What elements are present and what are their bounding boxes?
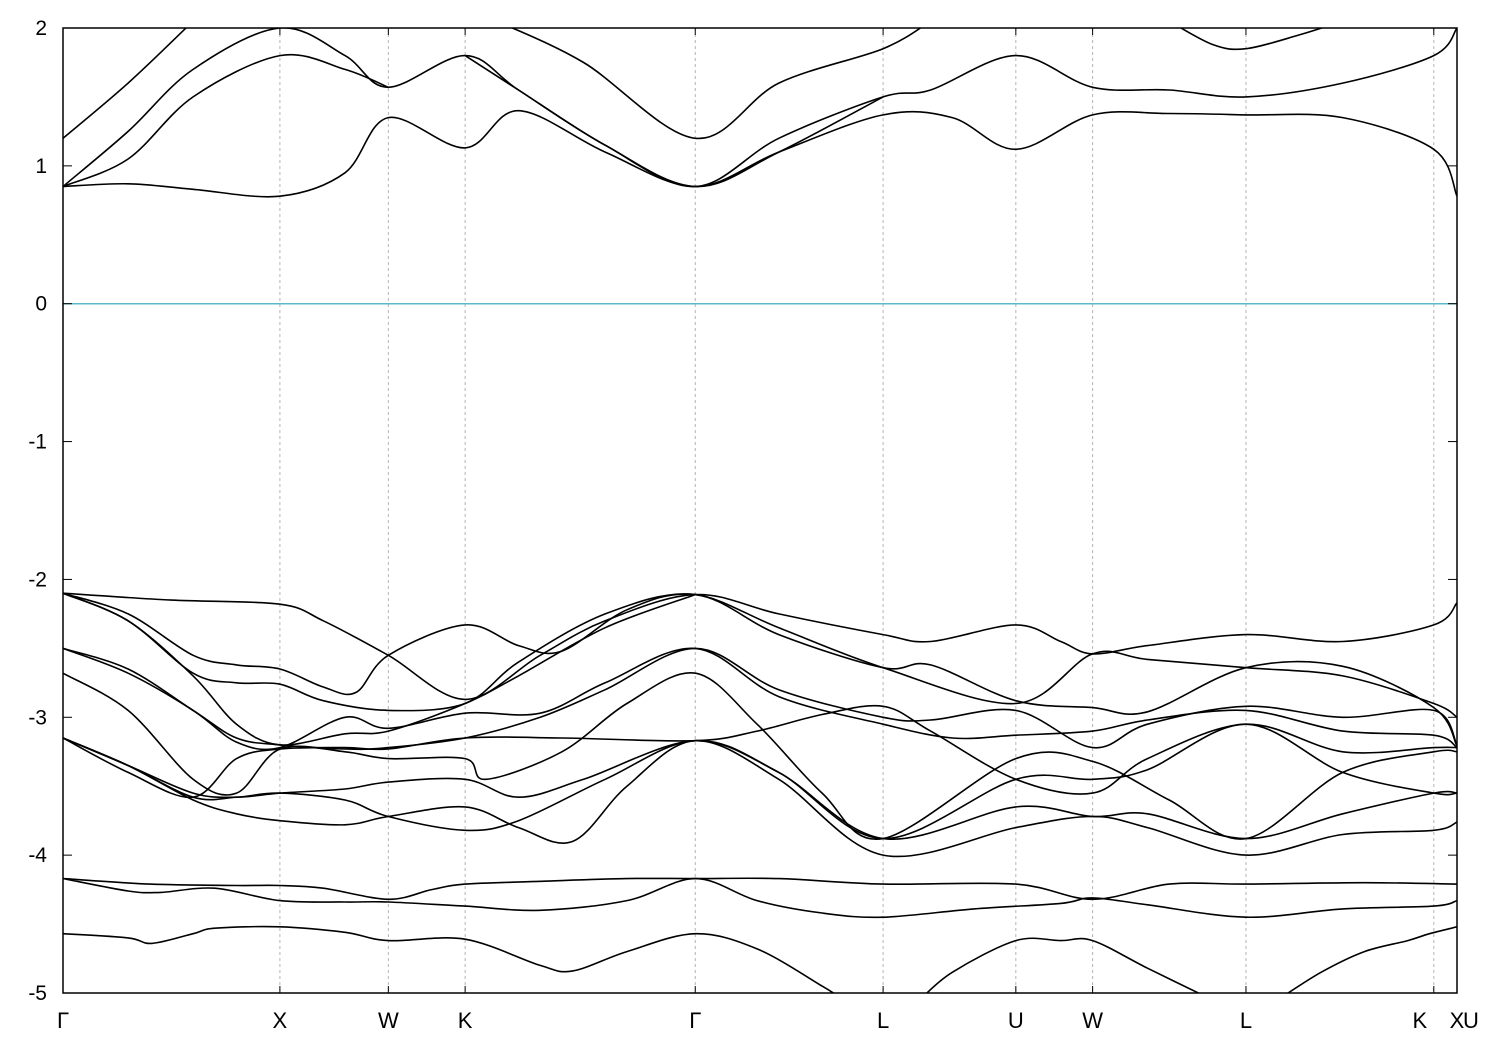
y-tick-label: -2 [28,568,47,591]
band-line-9 [63,647,1457,751]
x-tick-label: W [1082,1008,1103,1033]
x-tick-label: K [458,1008,473,1033]
band-line-16 [63,28,1457,188]
band-line-8 [63,647,1457,751]
band-line-7 [63,592,1457,747]
band-line-12 [63,737,1457,858]
x-tick-label: U [1463,1008,1479,1033]
y-tick-label: 2 [35,17,47,40]
band-line-1 [925,937,1201,993]
plot-frame [62,27,1458,994]
y-tick-label: -3 [28,706,47,729]
x-axis: Γ X W K Γ L U W L K UX [57,28,1479,1033]
y-tick-label: 0 [35,293,47,316]
x-tick-label: L [877,1008,889,1033]
band-line-4 [63,877,1457,901]
band-line-10 [63,672,1457,841]
x-tick-label: Γ [689,1008,701,1033]
band-line-11 [63,723,1457,840]
x-tick-label: W [378,1008,399,1033]
y-tick-label: -1 [28,431,47,454]
band-line-17 [63,28,188,139]
band-line-14 [63,704,1457,799]
band-layer [63,28,1457,993]
x-tick-label: X [1450,1008,1465,1033]
x-tick-label: U [1008,1008,1024,1033]
y-tick-label: 1 [35,155,47,178]
band-line-6 [63,592,1457,718]
grid-layer [279,28,1458,993]
y-axis: -5 -4 -3 -2 -1 0 1 2 [28,17,1457,1005]
band-line-2 [1286,926,1457,993]
x-tick-label: K [1412,1008,1427,1033]
band-line-19 [1179,28,1325,51]
band-line-5 [63,592,1457,701]
band-line-18 [510,28,922,140]
y-tick-label: -5 [28,982,47,1005]
band-line-0 [63,925,835,993]
band-line-15 [63,109,1457,198]
x-tick-label: L [1240,1008,1252,1033]
band-line-3 [63,877,1457,919]
x-tick-label: X [273,1008,288,1033]
band-line-22 [63,592,696,746]
y-tick-label: -4 [28,844,47,867]
band-line-21 [464,54,884,188]
band-line-20 [63,53,389,188]
x-tick-label: Γ [57,1008,69,1033]
